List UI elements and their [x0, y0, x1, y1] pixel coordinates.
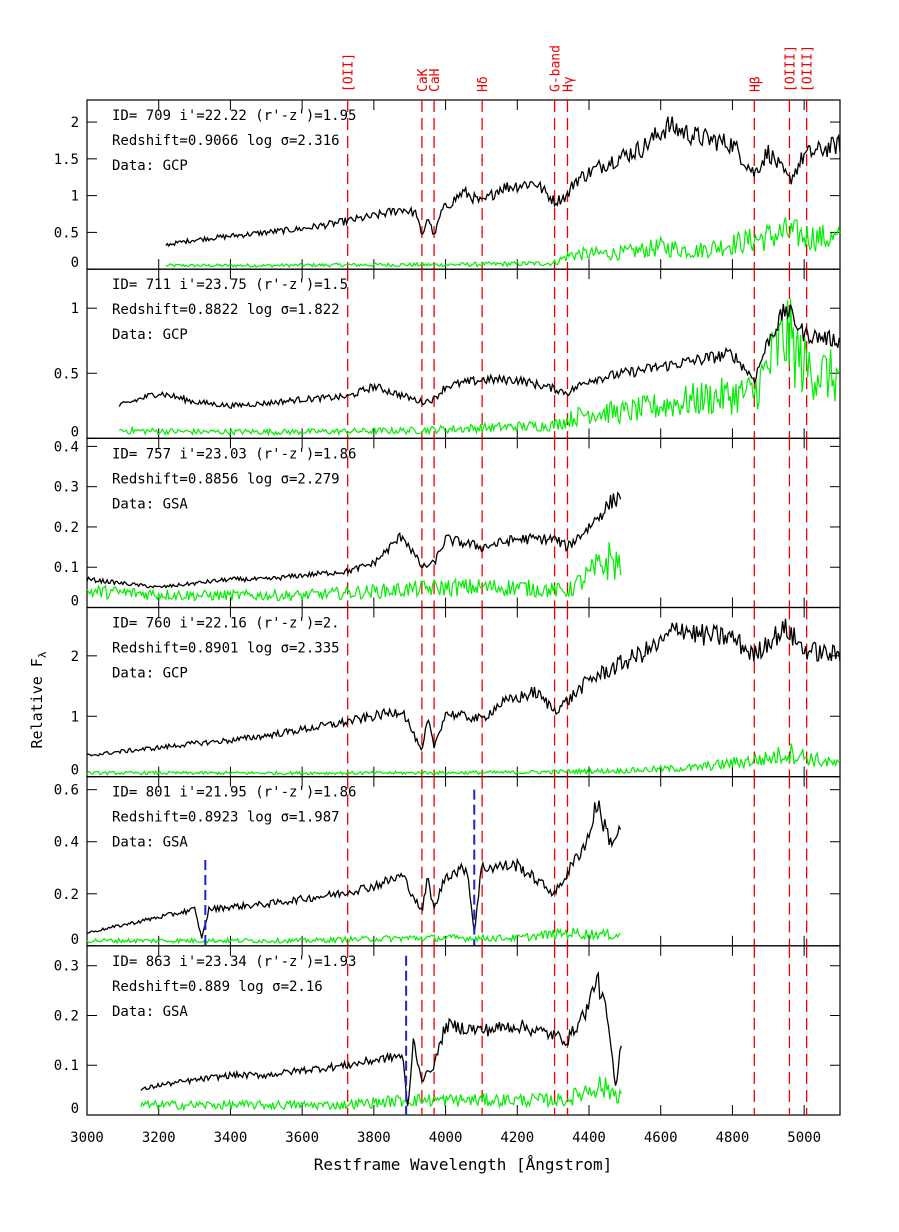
y-tick-label: 2: [71, 115, 79, 131]
panel-frame: [86, 945, 841, 1116]
y-axis-label-sub: λ: [36, 651, 49, 658]
panel-info: ID= 863 i'=23.34 (r'-z')=1.93: [112, 954, 356, 970]
x-tick-label: 3200: [142, 1130, 176, 1146]
y-tick-label: 0.2: [54, 887, 79, 903]
y-tick-label: 0: [71, 763, 79, 779]
panel-frame: [86, 99, 841, 270]
spectrum-series: [118, 303, 840, 410]
y-tick-label: 1: [71, 301, 79, 317]
panel-info: Data: GSA: [112, 835, 188, 851]
line-label: CaK: [416, 68, 431, 92]
x-tick-label: 3800: [357, 1130, 391, 1146]
panels: 0 0.5 1 1.5 2 ID= 709 i'=22.22 (r'-z')=1.95 Re…: [54, 99, 841, 1117]
panel-info: Data: GCP: [112, 158, 188, 174]
panel-info: ID= 760 i'=22.16 (r'-z')=2.: [112, 616, 340, 632]
spectrum-series: [86, 618, 841, 757]
x-tick-label: 4800: [716, 1130, 750, 1146]
panel-info: Data: GSA: [112, 496, 188, 512]
line-label: CaH: [428, 69, 443, 92]
spectrum-series: [86, 491, 622, 589]
line-label: Hγ: [561, 76, 576, 92]
panel-info: Data: GSA: [112, 1004, 188, 1020]
panel-info: Data: GCP: [112, 327, 188, 343]
spectrum-panel: 0 0.2 0.4 0.6 ID= 801 i'=21.95 (r'-z')=1.86 R…: [54, 776, 841, 948]
y-tick-label: 0.5: [54, 225, 79, 241]
panel-info: ID= 757 i'=23.03 (r'-z')=1.86: [112, 446, 356, 462]
x-tick-label: 4200: [500, 1130, 534, 1146]
y-tick-label: 0.3: [54, 959, 79, 975]
panel-frame: [86, 606, 841, 778]
noise-series: [165, 217, 841, 269]
panel-info: ID= 711 i'=23.75 (r'-z')=1.5: [112, 277, 348, 293]
panel-frame: [86, 776, 841, 947]
x-tick-label: 5000: [787, 1130, 821, 1146]
y-tick-label: 0.3: [54, 480, 79, 496]
line-label: Hδ: [476, 76, 491, 92]
y-tick-label: 0.6: [54, 783, 79, 799]
panel-frame: [86, 268, 841, 439]
spectrum-series: [140, 971, 622, 1107]
panel-info: Redshift=0.9066 log σ=2.316: [112, 133, 340, 149]
y-tick-label: 0.4: [54, 439, 79, 455]
x-tick-label: 4000: [429, 1130, 463, 1146]
spectrum-series: [165, 116, 841, 248]
line-label: [OII]: [342, 53, 357, 92]
x-tick-label: 3400: [214, 1130, 248, 1146]
line-label: Hβ: [748, 76, 763, 92]
x-axis: 3000 3200 3400 3600 3800 4000 4200 4400 4600 4800…: [70, 1130, 821, 1146]
y-tick-label: 0: [71, 594, 79, 610]
panel-info: Redshift=0.8856 log σ=2.279: [112, 471, 340, 487]
y-tick-label: 0.4: [54, 835, 79, 851]
noise-series: [86, 927, 621, 945]
y-tick-label: 0: [71, 1101, 79, 1117]
spectrum-panel: 0 1 2 ID= 760 i'=22.16 (r'-z')=2. Redshift=0…: [71, 606, 841, 779]
x-tick-label: 3600: [285, 1130, 319, 1146]
y-tick-label: 0.2: [54, 520, 79, 536]
y-tick-label: 0.1: [54, 560, 79, 576]
x-tick-label: 4600: [644, 1130, 678, 1146]
panel-info: Redshift=0.889 log σ=2.16: [112, 979, 323, 995]
y-tick-label: 2: [71, 649, 79, 665]
y-tick-label: 1.5: [54, 152, 79, 168]
y-tick-label: 1: [71, 189, 79, 205]
x-tick-label: 3000: [70, 1130, 104, 1146]
y-tick-label: 0.2: [54, 1008, 79, 1024]
spectrum-panel: 0 0.5 1 ID= 711 i'=23.75 (r'-z')=1.5 Redshif…: [54, 268, 841, 440]
spectrum-series: [86, 800, 622, 939]
spectrum-panel: 0 0.1 0.2 0.3 0.4 ID= 757 i'=23.03 (r'-z')=1.…: [54, 437, 841, 610]
panel-info: Redshift=0.8901 log σ=2.335: [112, 641, 340, 657]
line-label: [OIII]: [801, 45, 816, 92]
x-tick-label: 4400: [572, 1130, 606, 1146]
line-label: [OIII]: [783, 45, 798, 92]
y-axis-label-main: Relative F: [28, 658, 46, 748]
y-tick-label: 0.5: [54, 366, 79, 382]
y-tick-label: 0: [71, 255, 79, 271]
panel-info: ID= 709 i'=22.22 (r'-z')=1.95: [112, 108, 356, 124]
spectrum-panel: 0 0.1 0.2 0.3 ID= 863 i'=23.34 (r'-z')=1.93 R…: [54, 945, 841, 1117]
noise-series: [119, 299, 840, 437]
panel-info: Redshift=0.8822 log σ=1.822: [112, 302, 340, 318]
spectrum-panel: 0 0.5 1 1.5 2 ID= 709 i'=22.22 (r'-z')=1.95 Re…: [54, 99, 841, 271]
panel-info: Redshift=0.8923 log σ=1.987: [112, 810, 340, 826]
panel-info: Data: GCP: [112, 666, 188, 682]
y-axis-label: Relative Fλ: [28, 651, 49, 748]
noise-series: [140, 1076, 622, 1112]
y-tick-label: 0: [71, 932, 79, 948]
y-tick-label: 1: [71, 709, 79, 725]
y-tick-label: 0: [71, 424, 79, 440]
line-label: G-band: [549, 45, 564, 92]
noise-series: [86, 743, 841, 776]
x-axis-label: Restframe Wavelength [Ångstrom]: [314, 1155, 613, 1174]
panel-info: ID= 801 i'=21.95 (r'-z')=1.86: [112, 785, 356, 801]
y-tick-label: 0.1: [54, 1058, 79, 1074]
noise-series: [86, 542, 622, 602]
